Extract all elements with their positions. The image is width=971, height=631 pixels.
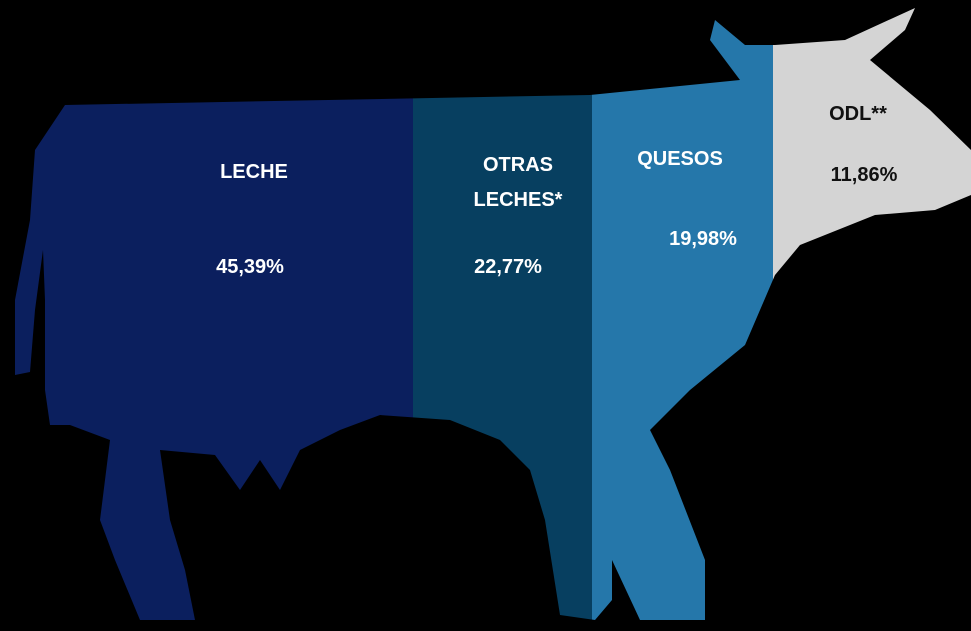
infographic: LECHE 45,39% OTRAS LECHES* 22,77% QUESOS 19,9… xyxy=(0,0,971,631)
category-label: OTRAS LECHES* xyxy=(463,148,573,218)
value-label: 11,86% xyxy=(794,158,934,193)
category-label: QUESOS xyxy=(625,142,735,177)
value-label: 45,39% xyxy=(180,250,320,285)
category-label: LECHE xyxy=(199,155,309,190)
segment xyxy=(413,0,592,631)
category-label: ODL** xyxy=(803,97,913,132)
segment xyxy=(773,0,971,631)
value-label: 22,77% xyxy=(438,250,578,285)
value-label: 19,98% xyxy=(633,222,773,257)
segment xyxy=(592,0,773,631)
segment xyxy=(0,0,413,631)
cow-chart xyxy=(0,0,971,631)
